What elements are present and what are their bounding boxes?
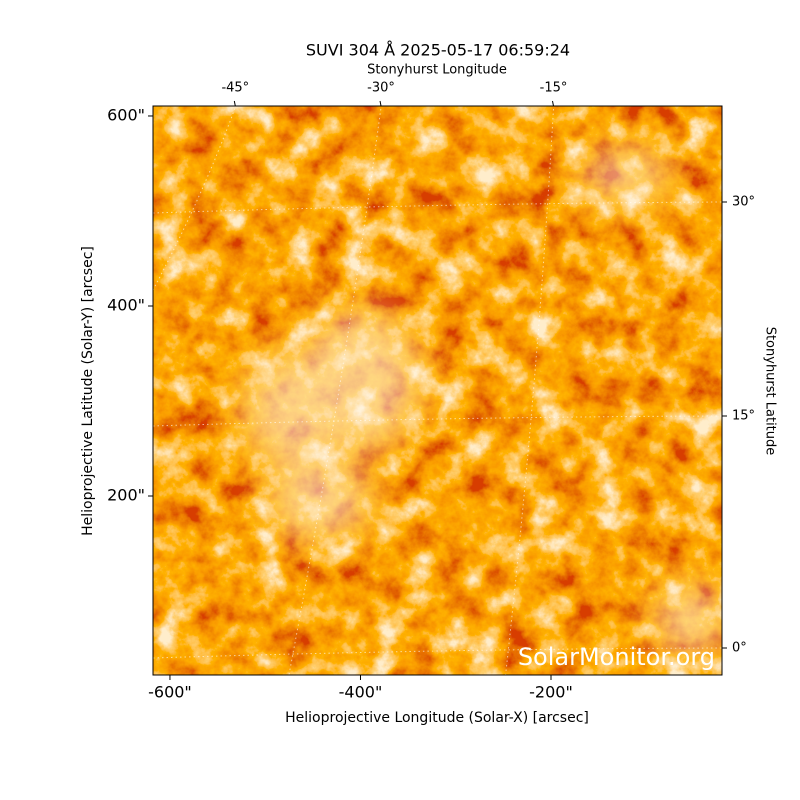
right-tick-label: 0°: [732, 641, 747, 656]
plot-frame: [152, 105, 723, 676]
x-tick-label: -600": [148, 683, 192, 702]
top-tick: [233, 100, 236, 107]
solar-image: [153, 106, 722, 675]
x-tick-label: -400": [339, 683, 383, 702]
y-tick-label: 600": [107, 105, 145, 124]
top-tick-label: -30°: [367, 81, 395, 96]
right-tick-label: 15°: [732, 409, 755, 424]
chart-title: SUVI 304 Å 2025-05-17 06:59:24: [306, 41, 570, 60]
y-axis-label: Helioprojective Latitude (Solar-Y) [arcs…: [80, 246, 96, 536]
top-tick: [379, 100, 382, 107]
lon-grid-line: [505, 106, 555, 675]
x-tick-label: -200": [529, 683, 573, 702]
top-tick-label: -45°: [221, 81, 249, 96]
x-axis-label: Helioprojective Longitude (Solar-X) [arc…: [285, 710, 589, 726]
y-tick-label: 400": [107, 295, 145, 314]
coordinate-grid: [153, 106, 722, 675]
right-axis-label: Stonyhurst Latitude: [763, 327, 778, 456]
lat-grid-line: [153, 415, 722, 427]
lat-grid-line: [153, 647, 722, 659]
lon-grid-line: [288, 106, 382, 675]
top-tick-label: -15°: [540, 81, 568, 96]
top-axis-label: Stonyhurst Longitude: [367, 63, 507, 78]
y-tick-label: 200": [107, 486, 145, 505]
top-tick: [552, 100, 554, 107]
right-tick-label: 30°: [732, 195, 755, 210]
watermark: SolarMonitor.org: [518, 643, 715, 671]
lat-grid-line: [153, 201, 722, 214]
